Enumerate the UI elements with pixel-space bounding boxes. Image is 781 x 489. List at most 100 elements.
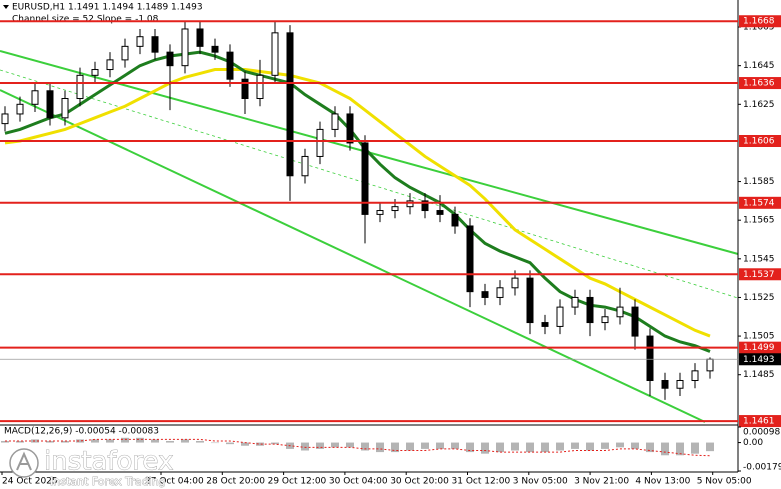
macd-bar bbox=[331, 442, 339, 448]
x-tick-label: 27 Oct 04:00 bbox=[145, 477, 204, 487]
candle-body bbox=[271, 32, 279, 76]
candle-body bbox=[511, 277, 519, 289]
macd-bar bbox=[196, 440, 204, 443]
macd-bar bbox=[91, 439, 99, 443]
x-tick-label: 30 Oct 04:00 bbox=[329, 477, 388, 487]
level-label: 1.1606 bbox=[743, 137, 775, 147]
level-label-box bbox=[739, 77, 781, 90]
last-price-label: 1.1493 bbox=[743, 355, 775, 365]
x-tick-label: 28 Oct 20:00 bbox=[206, 477, 265, 487]
candle-body bbox=[151, 36, 159, 53]
candle-body bbox=[496, 287, 504, 298]
macd-y-tick-label: 0.00098 bbox=[743, 428, 780, 438]
macd-bar bbox=[631, 442, 639, 449]
price-pane bbox=[0, 21, 739, 423]
candle-body bbox=[376, 210, 384, 215]
macd-bar bbox=[361, 442, 369, 451]
macd-bar bbox=[646, 442, 654, 453]
macd-bar bbox=[571, 442, 579, 449]
y-tick-label: 1.1545 bbox=[743, 254, 775, 264]
candle-body bbox=[166, 51, 174, 67]
macd-bar bbox=[436, 442, 444, 449]
candle-body bbox=[616, 306, 624, 318]
macd-bar bbox=[256, 442, 264, 446]
candle-body bbox=[346, 113, 354, 144]
last-price-box bbox=[739, 353, 781, 366]
y-tick-label: 1.1665 bbox=[743, 23, 775, 33]
macd-bar bbox=[616, 442, 624, 448]
macd-bar bbox=[526, 442, 534, 453]
macd-bar bbox=[241, 442, 249, 446]
macd-bar bbox=[601, 442, 609, 449]
level-label: 1.1668 bbox=[743, 17, 775, 27]
candle-body bbox=[706, 358, 714, 372]
macd-bar bbox=[76, 439, 84, 443]
candle-body bbox=[106, 59, 114, 71]
macd-bar bbox=[466, 442, 474, 453]
macd-signal bbox=[5, 438, 711, 457]
watermark-tagline: Instant Forex Trading bbox=[50, 475, 166, 488]
macd-bar bbox=[301, 442, 309, 451]
y-tick-label: 1.1645 bbox=[743, 61, 775, 71]
macd-bar bbox=[421, 442, 429, 449]
x-tick-label: 29 Oct 12:00 bbox=[268, 477, 327, 487]
candle-body bbox=[121, 45, 129, 61]
macd-bar bbox=[691, 442, 699, 454]
candle-body bbox=[556, 306, 564, 327]
indicator-label: Channel size = 52 Slope = -1.08 bbox=[12, 15, 159, 25]
macd-bar bbox=[16, 440, 24, 443]
macd-bar bbox=[511, 442, 519, 451]
macd-bar bbox=[706, 442, 714, 452]
candle-body bbox=[436, 210, 444, 215]
macd-bar bbox=[556, 442, 564, 451]
x-tick-label: 24 Oct 2025 bbox=[2, 477, 58, 487]
level-label-box bbox=[739, 268, 781, 281]
level-label-box bbox=[739, 415, 781, 428]
level-label: 1.1461 bbox=[743, 417, 775, 427]
x-tick-label: 4 Nov 13:00 bbox=[635, 477, 690, 487]
candle-body bbox=[16, 103, 24, 115]
candle-body bbox=[481, 291, 489, 298]
x-tick-label: 30 Oct 20:00 bbox=[390, 477, 449, 487]
y-tick-label: 1.1525 bbox=[743, 293, 775, 303]
candle-body bbox=[91, 69, 99, 76]
macd-bar bbox=[676, 442, 684, 456]
macd-bar bbox=[271, 442, 279, 445]
level-label-box bbox=[739, 135, 781, 147]
y-tick-label: 1.1625 bbox=[743, 100, 775, 110]
level-label-box bbox=[739, 196, 781, 209]
macd-bar bbox=[391, 442, 399, 453]
candle-body bbox=[196, 28, 204, 47]
macd-bar bbox=[661, 442, 669, 456]
candle-body bbox=[586, 296, 594, 324]
menu-triangle bbox=[3, 5, 9, 9]
candle-body bbox=[421, 200, 429, 212]
candle-body bbox=[76, 74, 84, 100]
candle-body bbox=[661, 380, 669, 389]
candle-body bbox=[226, 51, 234, 80]
symbol-title: EURUSD,H1 bbox=[12, 3, 65, 13]
macd-bar bbox=[481, 442, 489, 454]
x-tick-label: 3 Nov 05:00 bbox=[513, 477, 568, 487]
macd-bar bbox=[151, 439, 159, 443]
macd-bar bbox=[316, 442, 324, 449]
candle-body bbox=[211, 45, 219, 53]
y-tick-label: 1.1585 bbox=[743, 177, 775, 187]
macd-bar bbox=[136, 437, 144, 443]
macd-bar bbox=[451, 442, 459, 449]
candle-body bbox=[466, 225, 474, 293]
y-tick-label: 1.1565 bbox=[743, 216, 775, 226]
logo-mark bbox=[16, 451, 32, 471]
level-label: 1.1636 bbox=[743, 79, 775, 89]
macd-bar bbox=[586, 442, 594, 451]
macd-bar bbox=[376, 442, 384, 453]
macd-bar bbox=[1, 440, 9, 443]
candle-body bbox=[46, 90, 54, 119]
x-tick-label: 5 Nov 05:00 bbox=[697, 477, 752, 487]
candle-body bbox=[646, 335, 654, 382]
moving-average bbox=[4, 68, 711, 338]
macd-bar bbox=[61, 440, 69, 443]
macd-bar bbox=[121, 437, 129, 443]
macd-bar bbox=[181, 439, 189, 443]
